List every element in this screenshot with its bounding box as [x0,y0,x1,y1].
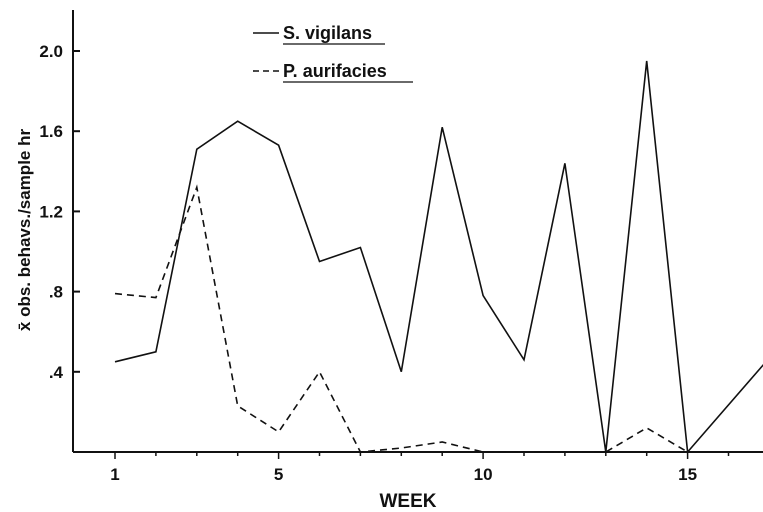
series-line-s-vigilans [114,60,763,454]
legend-label-p-aurifacies: P. aurifacies [283,61,387,81]
legend-label-s-vigilans: S. vigilans [283,23,372,43]
x-axis-label: WEEK [380,491,437,512]
y-axis-label: x̄ obs. behavs./sample hr [15,129,34,332]
x-ticks: 1 5 10 15 [110,452,730,484]
x-tick-label: 15 [678,465,697,484]
y-tick-label: 2.0 [39,42,63,61]
series-line-p-aurifacies [114,184,689,453]
x-tick-label: 1 [110,465,119,484]
y-ticks: .4 .8 1.2 1.6 2.0 [39,42,80,382]
series-layer [114,60,763,454]
y-tick-label: 1.2 [39,202,63,221]
y-tick-label: .4 [49,363,64,382]
x-tick-label: 5 [274,465,283,484]
y-tick-label: 1.6 [39,122,63,141]
x-tick-label: 10 [474,465,493,484]
y-tick-label: .8 [49,283,63,302]
legend: S. vigilans P. aurifacies [253,23,413,83]
